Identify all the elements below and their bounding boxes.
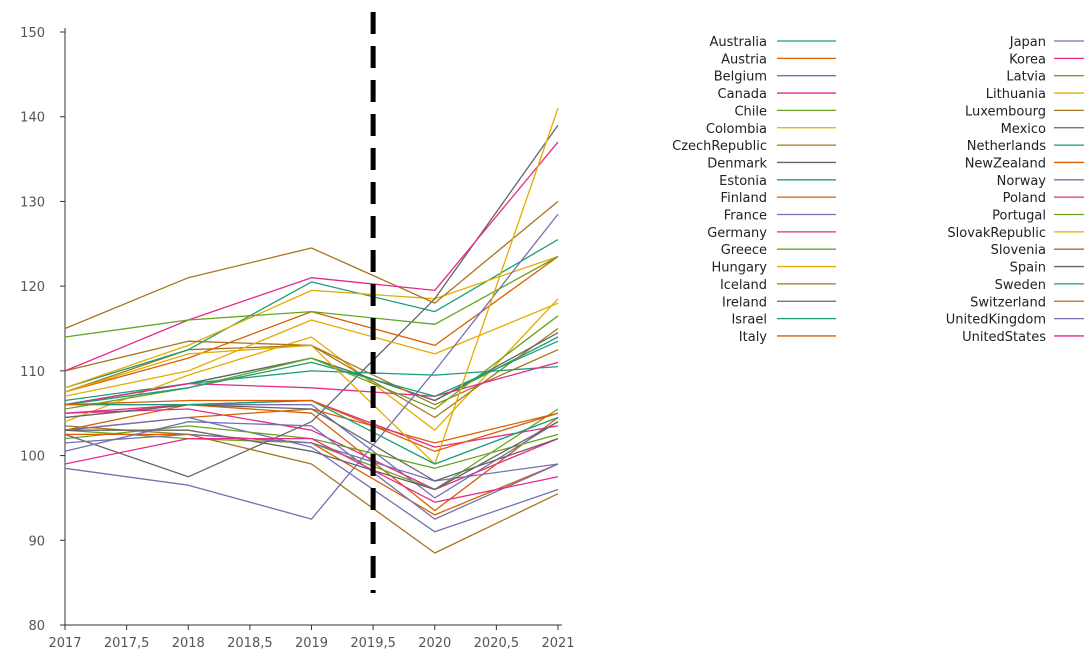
series-line-slovakrepublic [64,107,559,465]
series-line-hungary [64,255,559,389]
legend-label: Chile [734,104,767,119]
series-line-portugal [64,255,559,338]
series-line-netherlands [64,340,559,406]
legend-label: Norway [997,174,1047,189]
series-line-ireland [64,124,559,478]
legend-label: Iceland [720,278,767,293]
legend-label: Netherlands [967,139,1046,154]
legend-label: Latvia [1006,70,1046,85]
legend-label: UnitedKingdom [946,313,1046,328]
legend-label: Canada [718,87,767,102]
series-line-unitedkingdom [64,421,559,520]
series-line-unitedstates [64,437,559,503]
legend-label: Belgium [714,70,767,85]
legend-label: Colombia [706,122,767,137]
legend-label: UnitedStates [962,330,1046,345]
legend-label: Portugal [992,209,1046,224]
legend-label: Sweden [995,278,1046,293]
legend-label: Italy [739,330,768,345]
legend-label: Austria [721,52,767,67]
legend-label: Israel [731,313,767,328]
y-tick-label: 150 [20,26,45,41]
y-tick-label: 130 [20,195,45,210]
y-tick-label: 100 [20,450,45,465]
x-tick-label: 2020,5 [474,636,520,651]
x-tick-label: 2017 [48,636,81,651]
x-tick-label: 2019,5 [350,636,396,651]
legend: Australia Austria Belgium Canada Chile Colomb… [672,35,1084,345]
series-line-estonia [64,239,559,389]
series-line-norway [64,213,559,520]
x-tick-label: 2018,5 [227,636,273,651]
legend-label: SlovakRepublic [947,226,1046,241]
legend-label: Luxembourg [965,104,1046,119]
legend-label: Poland [1003,191,1046,206]
legend-label: Greece [721,243,767,258]
legend-label: NewZealand [965,156,1046,171]
x-tick-label: 2021 [541,636,574,651]
legend-label: Lithuania [986,87,1046,102]
legend-label: Ireland [722,295,767,310]
legend-label: Korea [1009,52,1046,67]
legend-label: Hungary [711,261,767,276]
axes: 80 90 100 110 120 130 140 150 2017 2017,5 2018 2018… [20,26,574,651]
legend-label: Estonia [719,174,767,189]
series-line-luxembourg [64,200,559,330]
legend-label: Switzerland [970,295,1046,310]
x-tick-label: 2018 [172,636,205,651]
series-line-poland [64,141,559,372]
series-line-lithuania [64,302,559,397]
series-line-spain [65,421,559,491]
legend-label: Germany [707,226,767,241]
series-line-austria [64,404,559,512]
legend-label: France [724,209,767,224]
series-line-switzerland [64,399,559,452]
legend-label: Spain [1010,261,1046,276]
legend-label: Finland [721,191,767,206]
legend-label: CzechRepublic [672,139,767,154]
y-tick-label: 140 [20,111,45,126]
series-line-japan [64,433,559,482]
x-tick-label: 2017,5 [104,636,150,651]
x-tick-label: 2020 [418,636,451,651]
legend-label: Mexico [1001,122,1046,137]
legend-label: Denmark [707,156,767,171]
series-line-france [64,416,559,533]
y-tick-label: 80 [28,619,45,634]
y-tick-label: 90 [28,534,45,549]
series-lines [64,107,559,554]
y-tick-label: 120 [20,280,45,295]
x-tick-label: 2019 [295,636,328,651]
series-line-korea [64,361,559,406]
y-tick-label: 110 [20,365,45,380]
legend-label: Australia [709,35,767,50]
legend-label: Japan [1009,35,1046,50]
legend-label: Slovenia [991,243,1046,258]
series-line-canada [64,408,559,491]
series-line-germany [64,399,559,448]
